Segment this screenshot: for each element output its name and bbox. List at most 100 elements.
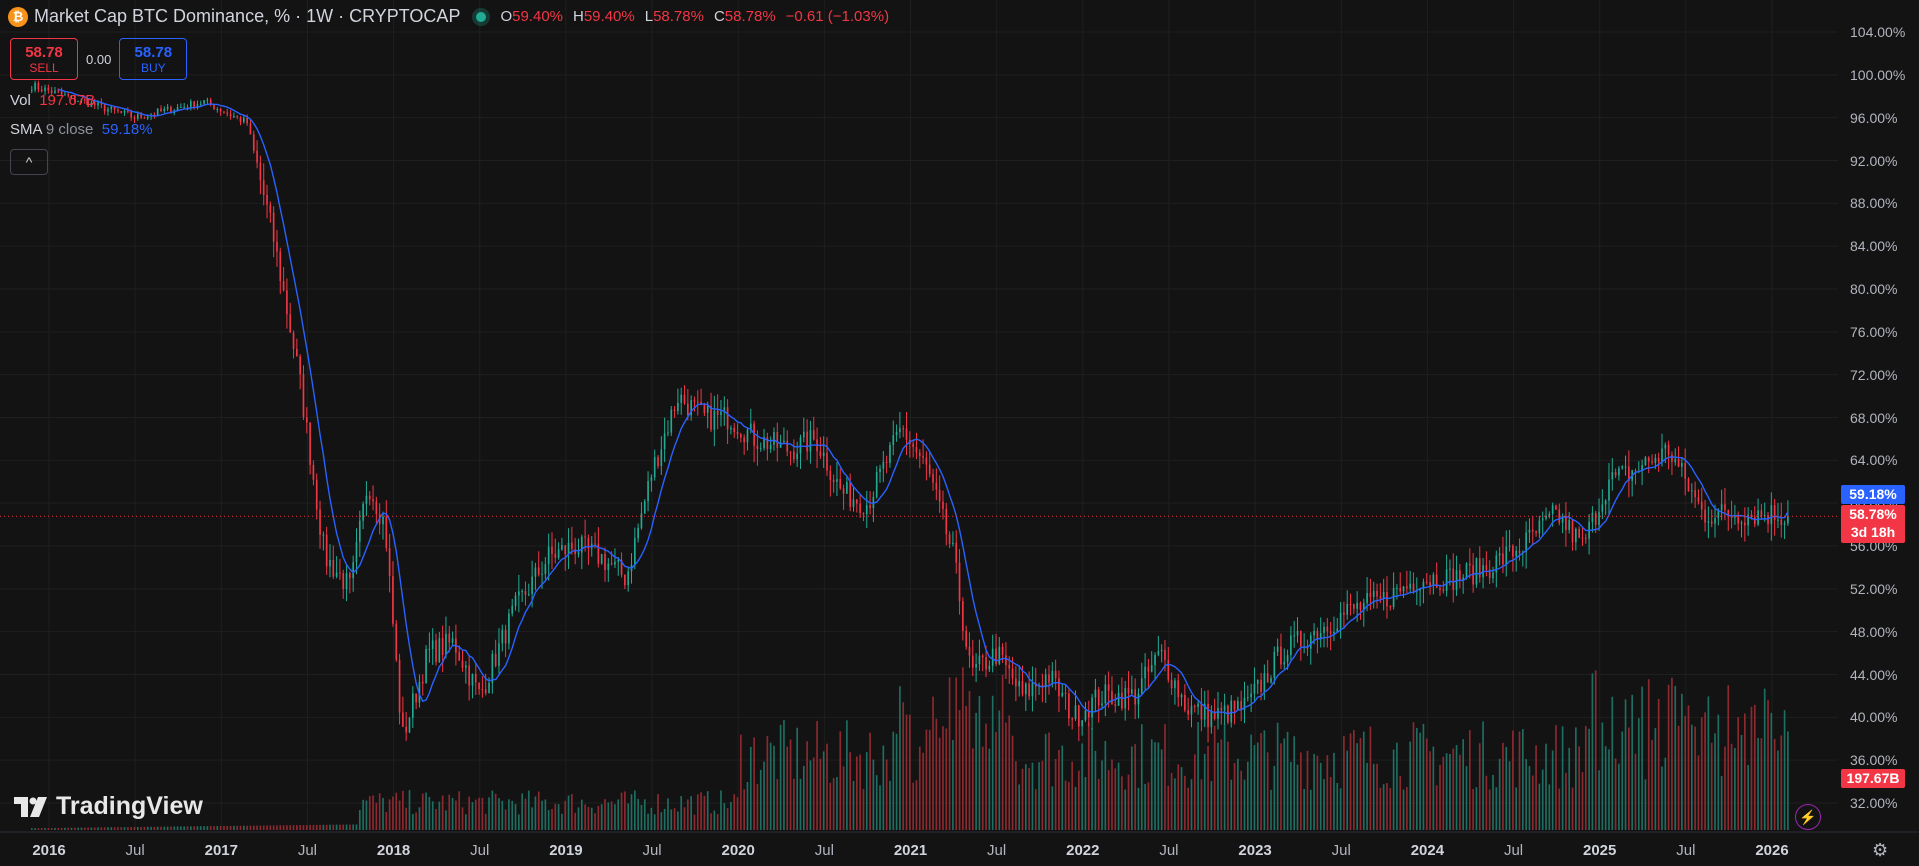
volume-bar [965,705,967,830]
volume-bar [189,826,192,830]
volume-bar [1094,750,1097,830]
time-axis-label: 2016 [32,842,66,859]
volume-bar [1313,753,1315,830]
candle [829,465,832,497]
candle [577,538,580,558]
volume-bar [458,791,461,830]
buy-button[interactable]: 58.78 BUY [119,38,188,80]
volume-bar [948,677,951,830]
volume-bar [153,826,156,830]
volume-bar [1369,726,1372,830]
volume-bar [408,790,411,830]
volume-bar [1661,766,1663,830]
candle [1505,530,1508,577]
volume-bar [1714,733,1716,830]
market-status-icon[interactable] [476,11,487,22]
candle [1028,671,1030,701]
volume-bar [713,810,716,830]
candle [1193,704,1196,713]
price-axis-label: 36.00% [1850,752,1898,769]
candle [1147,658,1150,688]
volume-bar [1488,789,1491,830]
volume-bar [1280,743,1282,830]
candle [1011,656,1014,685]
candle [199,100,202,107]
volume-bar [1584,726,1587,830]
candle [1661,433,1663,467]
candle [501,624,504,652]
volume-bar [229,825,232,830]
volume-bar [899,686,901,830]
volume-bar [1184,775,1186,830]
volume-bar [441,795,444,830]
time-axis-label: Jul [814,842,834,859]
volume-bar [594,813,596,830]
volume-bar [1468,730,1471,830]
volume-bar [365,800,368,830]
sell-button[interactable]: 58.78 SELL [10,38,78,80]
candle [1581,527,1584,546]
volume-legend[interactable]: Vol 197.67B [10,92,95,109]
volume-bar [140,826,142,830]
volume-bar [1538,783,1541,830]
volume-bar [461,807,464,830]
candle [1346,590,1349,620]
volume-bars [30,667,1789,830]
candle [766,432,769,461]
candle [561,537,563,551]
candle [70,95,73,99]
volume-bar [657,793,659,830]
candle [902,425,905,438]
candle [1140,662,1143,695]
time-axis-label: 2019 [549,842,583,859]
price-axis-label: 44.00% [1850,666,1898,683]
sma-legend[interactable]: SMA 9 close 59.18% [10,121,153,138]
candle [415,693,417,710]
volume-bar [1435,785,1438,830]
bitcoin-icon: ₿ [8,6,28,27]
tradingview-logo[interactable]: TradingView [14,792,203,821]
volume-bar [624,791,626,830]
candle [269,201,272,223]
symbol-title[interactable]: Market Cap BTC Dominance, % · 1W · CRYPT… [34,6,461,26]
volume-bar [640,804,643,830]
candle [1303,633,1305,654]
volume-bar [1644,779,1647,830]
volume-bar [209,826,212,830]
volume-bar [1127,774,1130,830]
candle [189,99,192,111]
candle [879,464,881,483]
candle [1094,678,1097,713]
volume-bar [786,746,789,830]
volume-bar [869,732,871,830]
volume-bar [1382,784,1385,830]
candle [395,619,398,662]
volume-bar [1286,731,1289,830]
volume-bar [554,803,557,830]
price-axis-label: 64.00% [1850,452,1898,469]
volume-bar [1760,738,1763,830]
settings-icon[interactable]: ⚙ [1872,840,1889,860]
candle [567,528,570,569]
candle [617,557,620,576]
volume-bar [1213,725,1216,830]
volume-bar [1528,766,1531,830]
candle [309,422,311,475]
candle [769,436,772,453]
volume-bar [1674,685,1677,830]
lightning-icon[interactable]: ⚡ [1795,804,1821,830]
candle [1392,572,1395,610]
volume-bar [1270,789,1272,830]
candle [1707,506,1710,539]
time-axis-label: 2018 [376,842,411,859]
volume-bar [1704,712,1706,830]
candle [670,405,673,437]
collapse-legend-button[interactable]: ^ [10,149,48,175]
candle [465,661,467,684]
volume-bar [1293,736,1296,830]
candle [1697,489,1700,505]
candle [1253,667,1256,702]
volume-bar [1107,770,1110,830]
time-axis-label: Jul [1159,842,1179,859]
